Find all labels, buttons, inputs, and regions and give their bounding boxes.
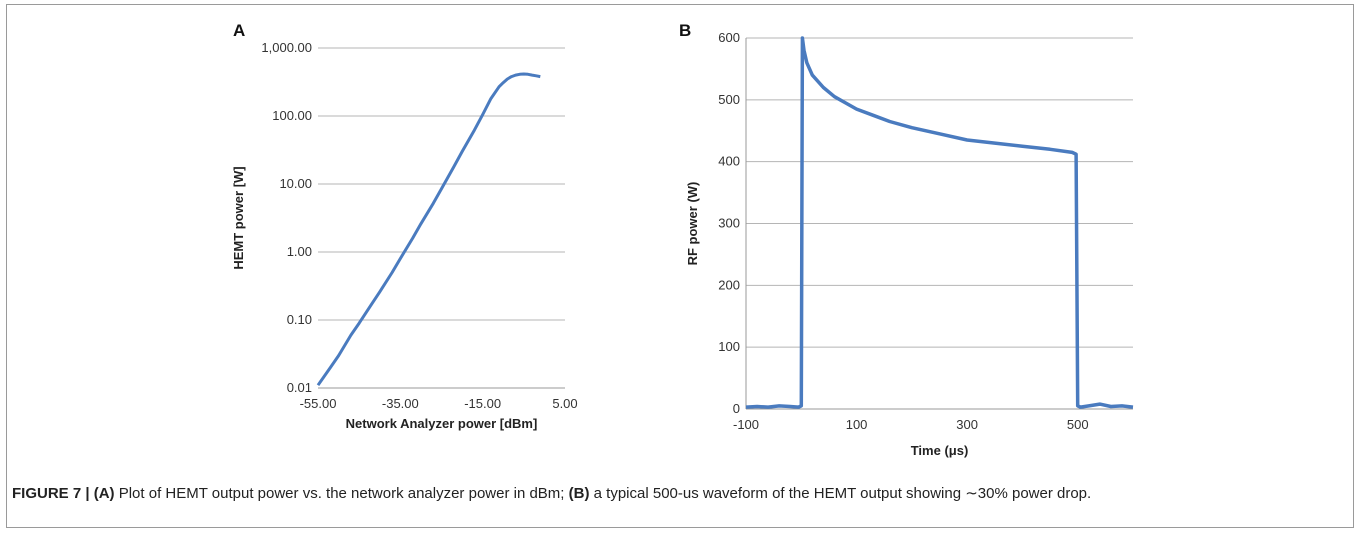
x-tick-label: -100	[733, 417, 759, 432]
x-tick-label: 300	[956, 417, 978, 432]
caption-part: (B)	[568, 485, 590, 502]
y-tick-label: 600	[718, 30, 740, 45]
y-tick-label: 1,000.00	[261, 40, 312, 55]
y-tick-label: 0.10	[287, 312, 312, 327]
panel-a-chart: 0.01 0.10 1.00 10.00 100.00 1,000.00 -55.00 -35…	[231, 21, 578, 431]
y-axis-title: RF power (W)	[685, 182, 700, 266]
caption-part: (A)	[89, 485, 115, 502]
y-tick-label: 100.00	[272, 108, 312, 123]
x-tick-label: 500	[1067, 417, 1089, 432]
x-tick-label: -15.00	[464, 396, 501, 411]
y-tick-label: 0	[733, 401, 740, 416]
x-tick-label: 5.00	[552, 396, 577, 411]
figure-caption: FIGURE 7 | (A) Plot of HEMT output power…	[12, 484, 1342, 502]
panel-b-chart: 0 100 200 300 400 500 600 -100 100 300 500 Time (μs…	[679, 21, 1134, 458]
y-tick-label: 400	[718, 154, 740, 169]
y-tick-label: 10.00	[279, 176, 312, 191]
y-tick-label: 200	[718, 277, 740, 292]
x-axis-title: Network Analyzer power [dBm]	[346, 416, 538, 431]
y-tick-label: 100	[718, 339, 740, 354]
x-tick-label: -35.00	[382, 396, 419, 411]
x-tick-label: -55.00	[300, 396, 337, 411]
y-tick-label: 1.00	[287, 244, 312, 259]
y-tick-label: 300	[718, 216, 740, 231]
figure-frame	[6, 4, 1354, 528]
series-line	[745, 36, 1134, 409]
y-tick-label: 500	[718, 92, 740, 107]
x-tick-label: 100	[846, 417, 868, 432]
y-axis-title: HEMT power [W]	[231, 166, 246, 269]
caption-part: Plot of HEMT output power vs. the networ…	[114, 485, 569, 502]
x-axis-title: Time (μs)	[911, 443, 969, 458]
caption-label: FIGURE 7 |	[12, 485, 90, 502]
caption-text: (A) Plot of HEMT output power vs. the ne…	[90, 485, 1092, 502]
series-line	[316, 72, 541, 387]
caption-part: a typical 500-us waveform of the HEMT ou…	[589, 485, 1092, 502]
panel-letter: B	[679, 21, 691, 40]
y-tick-label: 0.01	[287, 380, 312, 395]
panel-letter: A	[233, 21, 245, 40]
